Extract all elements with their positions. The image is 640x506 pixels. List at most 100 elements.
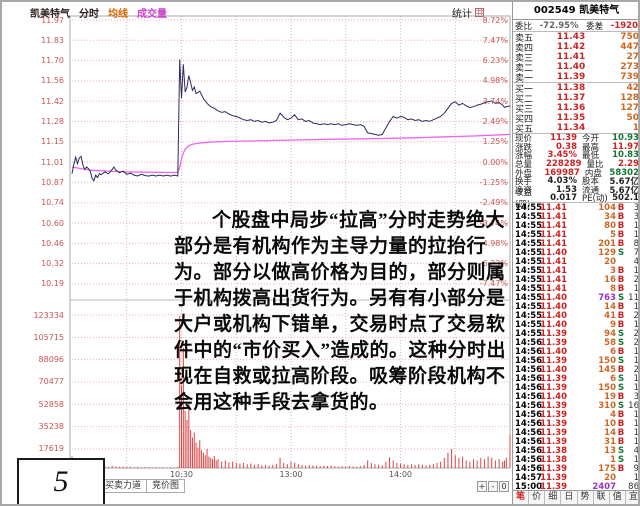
info-row: 换手 4.03% 股本 5.67亿 bbox=[513, 176, 638, 188]
tick-row: 14:55 11.40 129 S 7 bbox=[513, 247, 638, 258]
order-row[interactable]: 卖五 11.43 750 bbox=[513, 32, 638, 44]
tick-volume: 175 bbox=[598, 463, 616, 474]
chart-tab-买卖力道[interactable]: 买卖力道 bbox=[100, 479, 148, 493]
volume-axis-label: 35238 bbox=[38, 422, 64, 432]
order-price: 11.35 bbox=[556, 113, 586, 123]
tick-time: 14:55 bbox=[515, 319, 543, 330]
order-row[interactable]: 买四 11.35 50 bbox=[513, 113, 638, 125]
info-row: 涨幅 3.45% 最低 10.83 bbox=[513, 150, 638, 161]
order-row[interactable]: 卖四 11.42 447 bbox=[513, 42, 638, 54]
order-row[interactable]: 卖二 11.40 273 bbox=[513, 62, 638, 74]
info-label: 净资 bbox=[515, 185, 533, 196]
panel-tab-宜[interactable]: 宜 bbox=[625, 491, 638, 504]
price-axis-label: 11.28 bbox=[41, 117, 64, 126]
tick-time: 14:56 bbox=[515, 382, 543, 393]
order-label: 卖四 bbox=[515, 43, 534, 54]
info-row: 外盘 169987 内盘 58302 bbox=[513, 167, 639, 179]
panel-tab-势[interactable]: 势 bbox=[577, 491, 594, 504]
order-label: 卖三 bbox=[515, 53, 534, 64]
info-value: 1.53 bbox=[556, 184, 577, 195]
tick-price: 11.39 bbox=[540, 481, 567, 492]
panel-tab-值[interactable]: 值 bbox=[609, 491, 626, 504]
percent-axis-label: 7.47% bbox=[482, 35, 508, 45]
tick-row: 14:55 11.41 16 B 2 bbox=[513, 274, 638, 285]
tick-price: 11.41 bbox=[540, 238, 567, 249]
tick-side: B bbox=[617, 436, 625, 447]
info-label: PE(动) bbox=[582, 194, 608, 205]
tick-time: 14:55 bbox=[515, 202, 543, 213]
tick-volume: 104 bbox=[598, 202, 616, 213]
tick-count: 1 bbox=[633, 220, 639, 231]
tick-price: 11.40 bbox=[540, 247, 567, 258]
order-volume: 128 bbox=[620, 93, 639, 103]
tick-side: S bbox=[617, 445, 625, 456]
tick-count: 1 bbox=[633, 436, 639, 447]
zoom-button-reset[interactable]: 0 bbox=[499, 481, 509, 492]
tick-count: 16 bbox=[628, 400, 639, 411]
tick-volume: 150 bbox=[598, 355, 616, 366]
chart-tab-竞价图[interactable]: 竞价图 bbox=[147, 479, 186, 493]
panel-tab-笔[interactable]: 笔 bbox=[513, 491, 530, 504]
panel-tab-日[interactable]: 日 bbox=[561, 491, 578, 504]
tick-time: 14:55 bbox=[515, 211, 543, 222]
tick-side: S bbox=[617, 337, 625, 348]
tick-count: 3 bbox=[633, 211, 639, 222]
info-row: 净资 1.53 流通 5.67亿 bbox=[513, 184, 638, 196]
info-label: 换手 bbox=[515, 177, 533, 188]
panel-tab-价[interactable]: 价 bbox=[529, 491, 546, 504]
tick-price: 11.39 bbox=[540, 328, 567, 339]
info-value: 58302 bbox=[609, 167, 639, 178]
tick-count: 1 bbox=[633, 265, 639, 276]
tick-side: S bbox=[617, 373, 625, 384]
order-price: 11.38 bbox=[556, 83, 586, 93]
tick-time: 14:55 bbox=[515, 301, 543, 312]
tick-volume: 145 bbox=[598, 364, 616, 375]
info-value: 169987 bbox=[544, 167, 580, 178]
tick-row: 14:56 11.39 4 B 1 bbox=[513, 409, 638, 420]
tick-count: 1 bbox=[633, 346, 639, 357]
tick-volume: 8 bbox=[610, 283, 616, 294]
tick-price: 11.41 bbox=[540, 283, 567, 294]
order-label: 卖一 bbox=[515, 73, 534, 84]
tick-price: 11.39 bbox=[540, 418, 567, 429]
price-axis-label: 11.01 bbox=[41, 157, 64, 167]
tick-price: 11.39 bbox=[540, 382, 567, 393]
panel-tab-细[interactable]: 细 bbox=[545, 491, 562, 504]
tick-time: 14:55 bbox=[515, 229, 543, 240]
panel-tab-联[interactable]: 联 bbox=[593, 491, 610, 504]
tick-time: 14:56 bbox=[515, 355, 543, 366]
tick-price: 11.41 bbox=[540, 211, 567, 222]
info-label: 总量 bbox=[515, 160, 533, 171]
tick-count: 86 bbox=[628, 481, 639, 492]
tick-price: 11.39 bbox=[540, 409, 567, 420]
tick-count: 3 bbox=[633, 391, 639, 402]
annotation-text: 个股盘中局步“拉高”分时走势绝大部分是有机构作为主导力量的拉抬行为。部分以做高价… bbox=[174, 210, 507, 413]
tick-row: 14:56 11.39 31 B 1 bbox=[513, 436, 639, 447]
order-row[interactable]: 买二 11.37 128 bbox=[513, 93, 639, 105]
zoom-button-in[interactable]: + bbox=[477, 481, 487, 492]
volume-axis-label: 52858 bbox=[38, 399, 64, 409]
order-row[interactable]: 卖三 11.41 27 bbox=[513, 52, 638, 64]
weibi-value: -72.95% bbox=[539, 20, 579, 31]
tick-side: B bbox=[617, 418, 625, 429]
order-label: 买五 bbox=[515, 124, 534, 135]
tick-list[interactable]: 14:55 11.41 104 B 3 14:55 11.41 34 B 3 14:55 11.41 8… bbox=[513, 202, 639, 492]
tick-time: 14:55 bbox=[515, 274, 543, 285]
order-row[interactable]: 买三 11.36 127 bbox=[513, 103, 638, 115]
tick-price: 11.40 bbox=[540, 346, 567, 357]
order-row[interactable]: 买一 11.38 42 bbox=[513, 83, 638, 95]
tick-volume: 19 bbox=[604, 391, 616, 402]
tick-time: 14:56 bbox=[515, 418, 543, 429]
info-row: 收益(四) 0.017 PE(动) 502.1 bbox=[513, 188, 638, 210]
stock-title: 002549 凯美特气 bbox=[513, 2, 638, 20]
weibi-label: 委比 bbox=[515, 21, 533, 32]
tick-side: B bbox=[617, 265, 625, 276]
order-price: 11.41 bbox=[556, 52, 586, 62]
tick-time: 14:56 bbox=[515, 373, 543, 384]
tick-row: 14:55 11.41 104 B 3 bbox=[513, 202, 638, 213]
statistics-button[interactable]: 统计 bbox=[452, 5, 484, 20]
grid-icon bbox=[475, 8, 484, 17]
order-row[interactable]: 卖一 11.39 739 bbox=[513, 72, 638, 84]
zoom-button-out[interactable]: - bbox=[488, 481, 498, 492]
